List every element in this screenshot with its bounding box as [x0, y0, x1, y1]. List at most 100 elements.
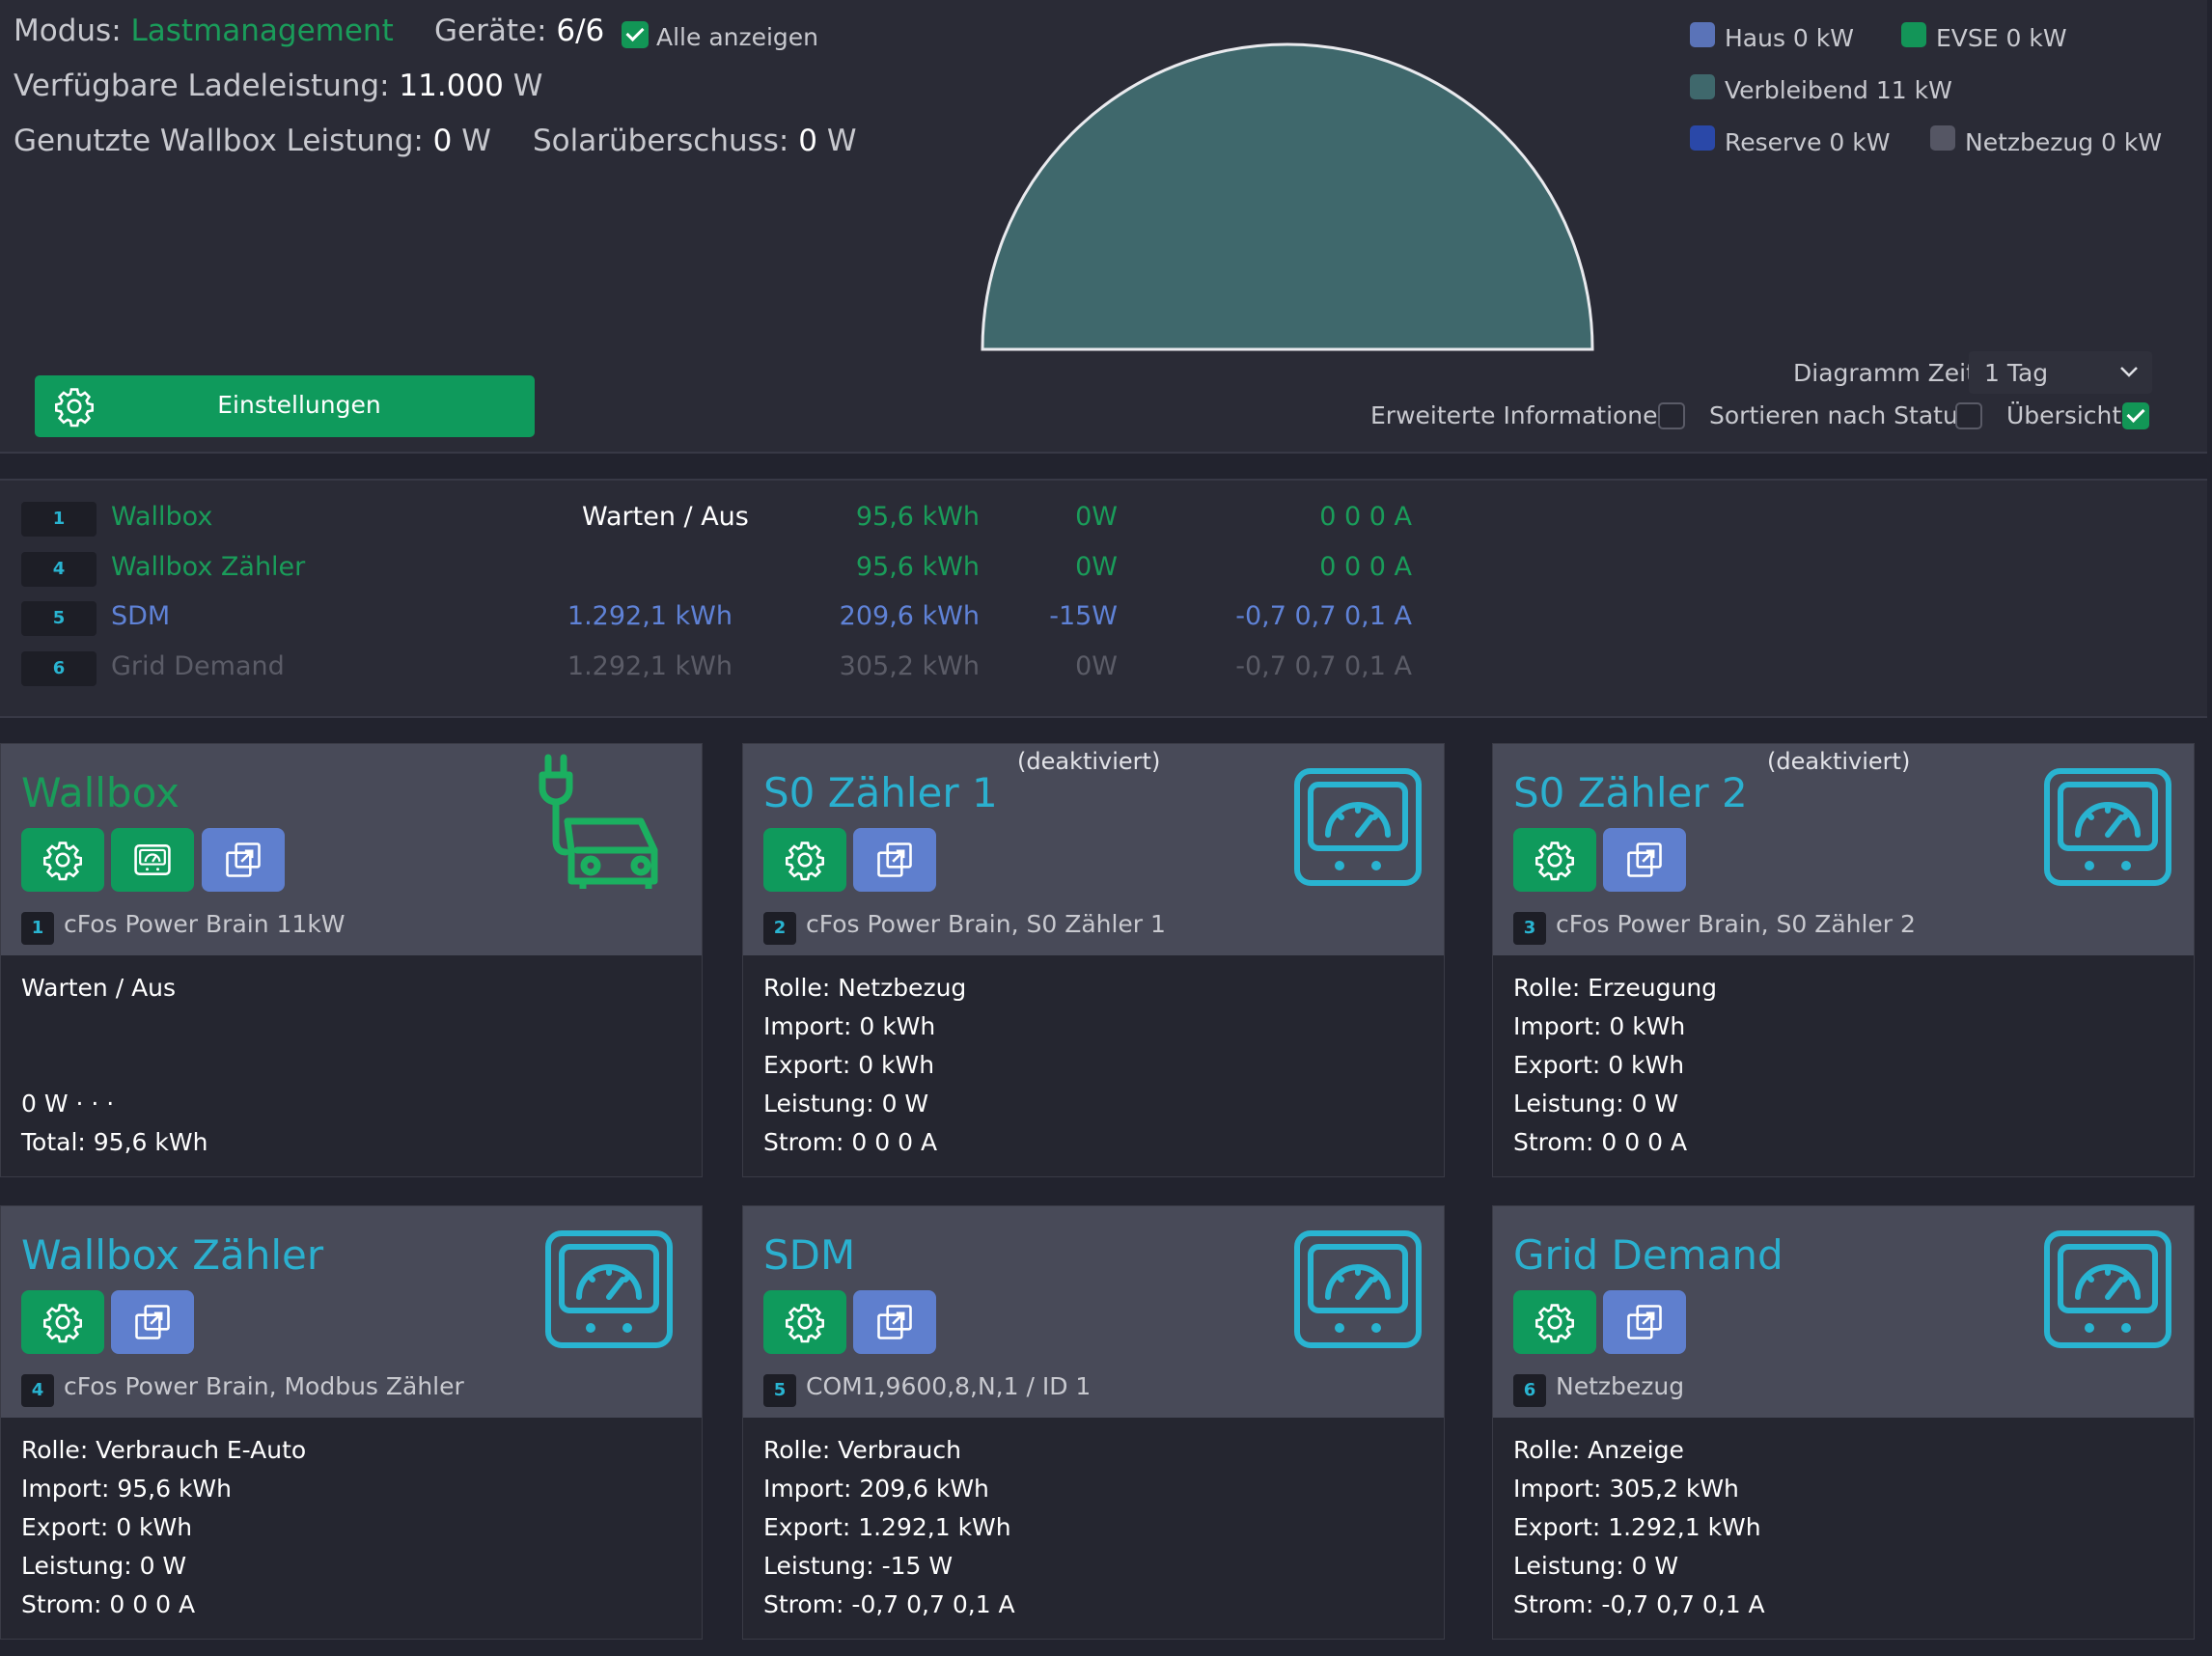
sortieren-label[interactable]: Sortieren nach Status — [1709, 401, 1971, 429]
detail-line: Rolle: Verbrauch E-Auto — [21, 1436, 307, 1464]
deaktiviert-label: (deaktiviert) — [1017, 748, 1161, 775]
alle-anzeigen-label[interactable]: Alle anzeigen — [656, 23, 819, 51]
detail-line: Leistung: 0 W — [1513, 1090, 1679, 1118]
gear-icon — [786, 1304, 824, 1343]
legend-label-evse[interactable]: EVSE 0 kW — [1936, 24, 2067, 52]
gear-icon — [43, 842, 82, 881]
alle-anzeigen-checkbox[interactable] — [622, 21, 649, 48]
detail-line: Export: 0 kWh — [1513, 1051, 1685, 1079]
detail-line: Import: 305,2 kWh — [1513, 1475, 1739, 1503]
detail-line: Strom: -0,7 0,7 0,1 A — [763, 1590, 1015, 1618]
row-energy-2: 305,2 kWh — [839, 651, 980, 681]
card-subtitle: cFos Power Brain, Modbus Zähler — [64, 1372, 464, 1400]
modus-value[interactable]: Lastmanagement — [130, 14, 394, 48]
einstellungen-button[interactable]: Einstellungen — [35, 375, 535, 437]
legend-swatch-verbleibend[interactable] — [1690, 74, 1715, 99]
settings-button[interactable] — [763, 1290, 846, 1354]
legend-swatch-reserve[interactable] — [1690, 125, 1715, 151]
card-title[interactable]: S0 Zähler 2 — [1513, 769, 1748, 816]
legend-label-haus[interactable]: Haus 0 kW — [1725, 24, 1854, 52]
row-current: -0,7 0,7 0,1 A — [1235, 651, 1412, 681]
card-title[interactable]: Grid Demand — [1513, 1231, 1783, 1279]
einstellungen-label: Einstellungen — [217, 391, 381, 419]
row-current: -0,7 0,7 0,1 A — [1235, 601, 1412, 631]
device-card-s0-zaehler-1: (deaktiviert) S0 Zähler 1 2 cFos Power B… — [742, 743, 1445, 1177]
settings-button[interactable] — [1513, 828, 1596, 892]
card-header: SDM 5 COM1,9600,8,N,1 / ID 1 — [743, 1206, 1444, 1418]
diagramm-zeit-select[interactable]: 1 Tag — [1969, 351, 2152, 394]
uebersicht-checkbox[interactable] — [2122, 402, 2149, 429]
legend-label-verbleibend[interactable]: Verbleibend 11 kW — [1725, 76, 1952, 104]
solar-value: 0 — [798, 124, 817, 158]
row-power: 0W — [1075, 502, 1118, 532]
meter-view-button[interactable] — [111, 828, 194, 892]
modus-line: Modus: Lastmanagement — [14, 14, 394, 48]
legend-swatch-netzbezug[interactable] — [1930, 125, 1955, 151]
card-details: Warten / Aus 0 W · · · Total: 95,6 kWh — [21, 969, 207, 1162]
settings-button[interactable] — [1513, 1290, 1596, 1354]
settings-button[interactable] — [21, 828, 104, 892]
detail-line — [21, 1046, 207, 1085]
gear-icon — [1535, 1304, 1574, 1343]
power-gauge-chart — [981, 42, 1594, 351]
open-external-button[interactable] — [853, 1290, 936, 1354]
detail-line: 0 W · · · — [21, 1090, 115, 1118]
card-title[interactable]: Wallbox — [21, 769, 180, 816]
erweitert-label[interactable]: Erweiterte Informationen — [1370, 401, 1673, 429]
legend-label-netzbezug[interactable]: Netzbezug 0 kW — [1965, 128, 2163, 156]
meter-icon — [1294, 768, 1422, 886]
uebersicht-label[interactable]: Übersicht — [2006, 401, 2122, 429]
legend-label-reserve[interactable]: Reserve 0 kW — [1725, 128, 1891, 156]
detail-line: Leistung: 0 W — [21, 1552, 187, 1580]
row-energy-2: 209,6 kWh — [839, 601, 980, 631]
detail-line: Leistung: 0 W — [763, 1090, 929, 1118]
device-number-badge: 3 — [1513, 912, 1546, 945]
open-external-button[interactable] — [111, 1290, 194, 1354]
open-external-button[interactable] — [202, 828, 285, 892]
card-header: Grid Demand 6 Netzbezug — [1493, 1206, 2194, 1418]
genutzt-unit: W — [461, 124, 491, 158]
verfuegbar-line: Verfügbare Ladeleistung: 11.000 W — [14, 69, 542, 103]
legend-swatch-evse[interactable] — [1901, 22, 1926, 47]
detail-line: Export: 0 kWh — [21, 1513, 193, 1541]
device-number-badge: 4 — [21, 1374, 54, 1407]
card-subtitle: Netzbezug — [1556, 1372, 1685, 1400]
open-external-button[interactable] — [1603, 1290, 1686, 1354]
row-status: Warten / Aus — [582, 502, 749, 532]
gear-icon — [55, 388, 94, 428]
settings-button[interactable] — [21, 1290, 104, 1354]
row-energy-2: 95,6 kWh — [855, 552, 980, 582]
row-name[interactable]: Grid Demand — [111, 651, 285, 681]
solar-unit: W — [826, 124, 857, 158]
detail-line: Leistung: -15 W — [763, 1552, 954, 1580]
open-external-button[interactable] — [1603, 828, 1686, 892]
detail-line: Import: 209,6 kWh — [763, 1475, 989, 1503]
open-external-icon — [1627, 842, 1662, 877]
settings-button[interactable] — [763, 828, 846, 892]
detail-line: Strom: 0 0 0 A — [1513, 1128, 1688, 1156]
card-title[interactable]: Wallbox Zähler — [21, 1231, 324, 1279]
open-external-icon — [877, 842, 912, 877]
card-details: Rolle: Verbrauch E-Auto Import: 95,6 kWh… — [21, 1431, 306, 1624]
open-external-icon — [1627, 1305, 1662, 1339]
row-name[interactable]: Wallbox — [111, 502, 213, 532]
sortieren-checkbox[interactable] — [1955, 402, 1982, 429]
row-name[interactable]: Wallbox Zähler — [111, 552, 306, 582]
open-external-button[interactable] — [853, 828, 936, 892]
card-title[interactable]: S0 Zähler 1 — [763, 769, 998, 816]
ev-car-icon — [539, 754, 658, 889]
meter-icon — [545, 1230, 673, 1348]
card-header: (deaktiviert) S0 Zähler 2 3 cFos Power B… — [1493, 744, 2194, 955]
card-details: Rolle: Verbrauch Import: 209,6 kWh Expor… — [763, 1431, 1015, 1624]
card-details: Rolle: Erzeugung Import: 0 kWh Export: 0… — [1513, 969, 1717, 1162]
detail-line: Strom: 0 0 0 A — [763, 1128, 938, 1156]
card-title[interactable]: SDM — [763, 1231, 856, 1279]
row-name[interactable]: SDM — [111, 601, 171, 631]
detail-line: Export: 1.292,1 kWh — [763, 1513, 1011, 1541]
device-card-sdm: SDM 5 COM1,9600,8,N,1 / ID 1 Rolle: Verb… — [742, 1205, 1445, 1640]
row-number: 4 — [21, 552, 97, 587]
row-number: 5 — [21, 601, 97, 636]
device-card-s0-zaehler-2: (deaktiviert) S0 Zähler 2 3 cFos Power B… — [1492, 743, 2195, 1177]
erweitert-checkbox[interactable] — [1658, 402, 1685, 429]
legend-swatch-haus[interactable] — [1690, 22, 1715, 47]
